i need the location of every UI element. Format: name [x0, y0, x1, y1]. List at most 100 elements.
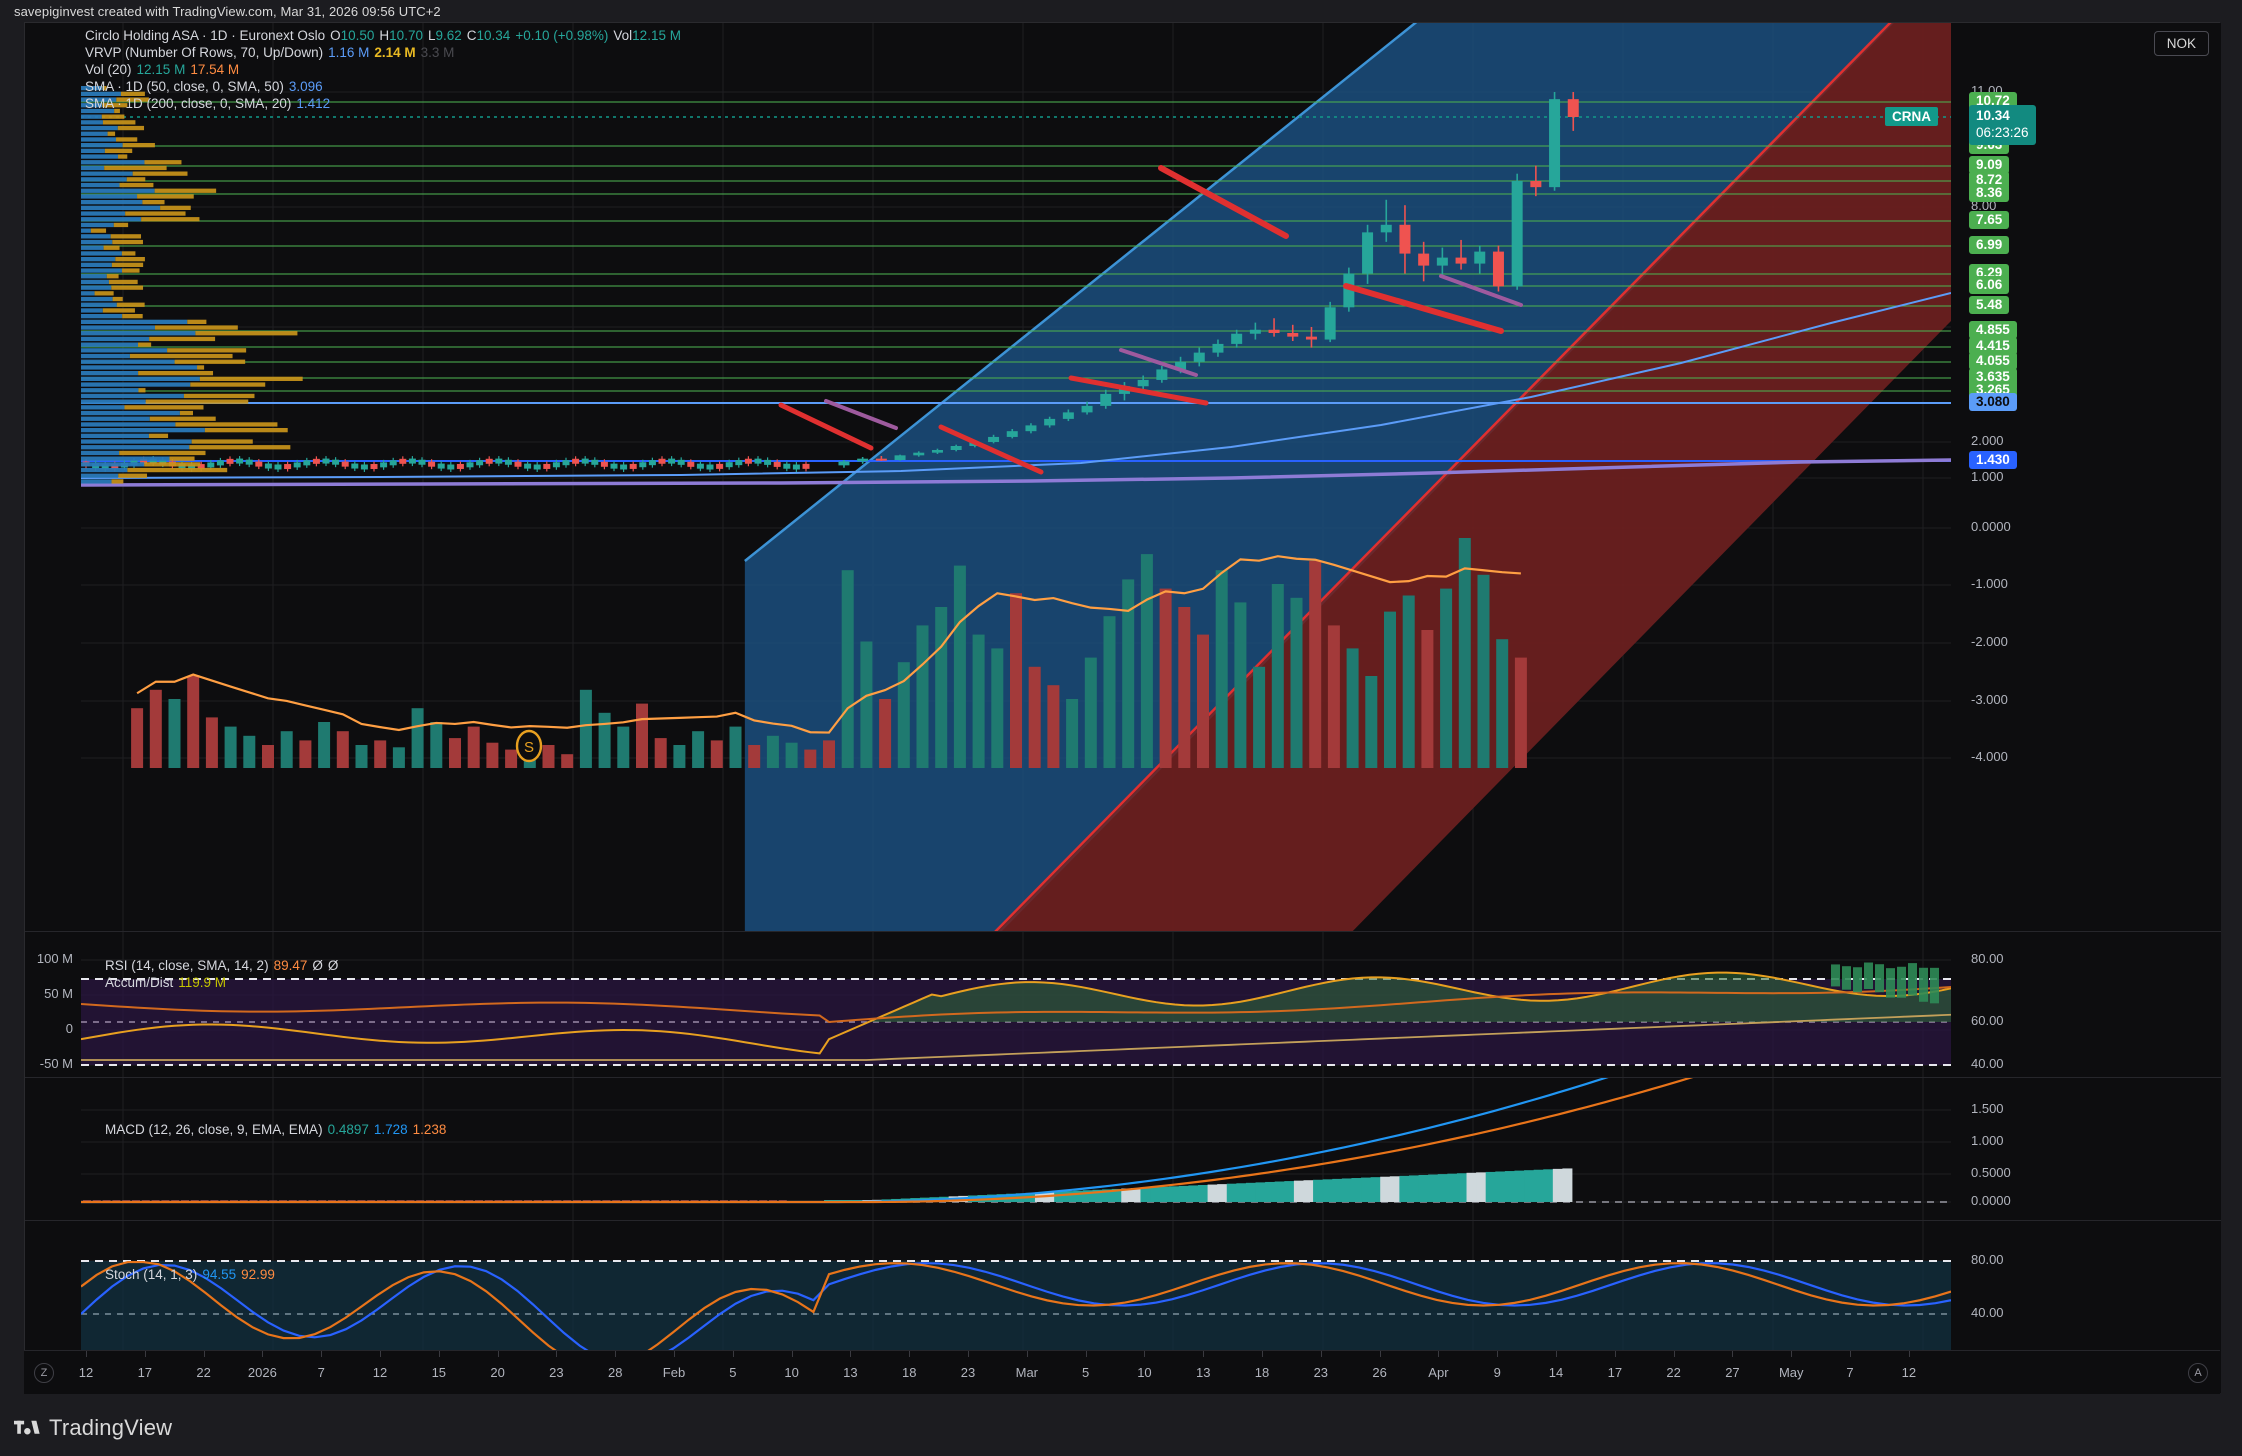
- last-price-value: 10.34: [1976, 107, 2029, 124]
- time-axis-tickmark: [262, 1351, 263, 1357]
- stoch-scale-tick: 40.00: [1971, 1305, 2004, 1320]
- macd-plot-area[interactable]: [81, 1078, 1951, 1220]
- time-axis-tick: 23: [549, 1365, 563, 1380]
- volume-bar: [1047, 685, 1059, 768]
- macd-svg: [81, 1078, 1951, 1220]
- macd-right-scale[interactable]: 1.500 1.000 0.5000 0.0000: [1951, 1078, 2221, 1220]
- volume-bar: [580, 690, 592, 768]
- volume-bar: [1066, 699, 1078, 768]
- time-axis-tick: Feb: [663, 1365, 685, 1380]
- accumdist-scale-tick: 100 M: [37, 951, 73, 966]
- volume-bar: [730, 727, 742, 768]
- candle: [951, 446, 962, 450]
- rsi-scale-tick: 80.00: [1971, 951, 2004, 966]
- macd-title[interactable]: MACD (12, 26, close, 9, EMA, EMA): [105, 1122, 323, 1137]
- candle: [1549, 99, 1560, 187]
- volume-bar: [543, 745, 555, 768]
- volume-bar: [225, 727, 237, 768]
- sma200-legend[interactable]: SMA · 1D (200, close, 0, SMA, 20) 1.412: [85, 96, 335, 112]
- rsi-accumdist-pane[interactable]: 100 M50 M0-50 M-100 M 80.0060.0040.00: [25, 932, 2221, 1077]
- time-axis-tickmark: [792, 1351, 793, 1357]
- macd-histogram-bar: [1284, 1181, 1294, 1202]
- macd-histogram-bar: [1361, 1178, 1371, 1202]
- time-axis-tick: May: [1779, 1365, 1804, 1380]
- vrvp-legend[interactable]: VRVP (Number Of Rows, 70, Up/Down) 1.16 M…: [85, 45, 459, 61]
- time-axis-tickmark: [909, 1351, 910, 1357]
- vol-title[interactable]: Vol (20): [85, 62, 132, 77]
- candle: [1418, 254, 1429, 266]
- macd-pane[interactable]: 1.500 1.000 0.5000 0.0000: [25, 1078, 2221, 1220]
- vol-legend[interactable]: Vol (20) 12.15 M 17.54 M: [85, 62, 244, 78]
- symbol-title[interactable]: Circlo Holding ASA · 1D · Euronext Oslo: [85, 28, 325, 43]
- rsi-plot-area[interactable]: [81, 932, 1951, 1077]
- volume-label: Vol: [613, 28, 632, 43]
- accumdist-legend[interactable]: Accum/Dist 119.9 M: [105, 975, 231, 991]
- symbol-ticker-tag[interactable]: CRNA: [1885, 107, 1938, 126]
- accumdist-scale-tick: 0: [66, 1021, 73, 1036]
- last-price-label[interactable]: 10.34 06:23:26: [1969, 105, 2036, 145]
- rsi-title[interactable]: RSI (14, close, SMA, 14, 2): [105, 958, 269, 973]
- volume-bar: [430, 722, 442, 768]
- volume-value: 12.15 M: [632, 28, 681, 43]
- macd-scale-tick: 0.0000: [1971, 1193, 2011, 1208]
- candle: [1044, 419, 1055, 426]
- time-axis-tick: 20: [490, 1365, 504, 1380]
- symbol-legend[interactable]: Circlo Holding ASA · 1D · Euronext Oslo O…: [85, 28, 686, 44]
- rsi-legend[interactable]: RSI (14, close, SMA, 14, 2) 89.47 Ø Ø: [105, 958, 343, 974]
- macd-scale-tick: 1.500: [1971, 1101, 2004, 1116]
- volume-bar: [393, 747, 405, 768]
- time-axis-tickmark: [615, 1351, 616, 1357]
- candle: [1025, 425, 1036, 431]
- volume-bar: [991, 648, 1003, 768]
- price-scale[interactable]: NOK 11.008.005.0002.0001.00010.729.639.0…: [1951, 23, 2221, 931]
- volume-bar: [599, 713, 611, 768]
- accumdist-title[interactable]: Accum/Dist: [105, 975, 173, 990]
- macd-histogram-bar: [1236, 1183, 1246, 1202]
- candle: [1362, 232, 1373, 273]
- candle: [1250, 330, 1261, 334]
- watermark-text: savepiginvest created with TradingView.c…: [14, 4, 441, 19]
- price-level-label-green[interactable]: 8.36: [1969, 184, 2009, 202]
- price-level-label-green[interactable]: 5.48: [1969, 296, 2009, 314]
- rsi-right-scale[interactable]: 80.00 60.00 40.00: [1951, 932, 2221, 1077]
- volume-bar: [973, 635, 985, 768]
- time-axis[interactable]: Z A 12 17 22 2026 7 12 15 20 23 28 Feb 5 10 13 18 23 Mar…: [24, 1350, 2220, 1394]
- time-axis-tickmark: [1732, 1351, 1733, 1357]
- sma50-title[interactable]: SMA · 1D (50, close, 0, SMA, 50): [85, 79, 284, 94]
- sma200-title[interactable]: SMA · 1D (200, close, 0, SMA, 20): [85, 96, 291, 111]
- time-axis-tick: 7: [318, 1365, 325, 1380]
- candle: [1138, 380, 1149, 386]
- price-level-label-green[interactable]: 7.65: [1969, 211, 2009, 229]
- volume-bar: [412, 708, 424, 768]
- currency-button[interactable]: NOK: [2154, 31, 2209, 56]
- volume-bar: [318, 722, 330, 768]
- auto-scale-button[interactable]: A: [2188, 1363, 2208, 1383]
- timezone-button[interactable]: Z: [34, 1363, 54, 1383]
- stoch-title[interactable]: Stoch (14, 1, 3): [105, 1267, 197, 1282]
- price-level-label-blue[interactable]: 3.080: [1969, 393, 2017, 411]
- time-axis-tick: 13: [1196, 1365, 1210, 1380]
- price-pane[interactable]: S NOK 11.008.005.0002.0001.00010.729.639…: [25, 23, 2221, 931]
- stoch-legend[interactable]: Stoch (14, 1, 3) 94.55 92.99: [105, 1267, 280, 1283]
- candle: [1325, 307, 1336, 339]
- macd-histogram-bar: [1188, 1185, 1198, 1202]
- candle: [988, 437, 999, 442]
- rsi-extra-1: Ø: [312, 958, 323, 973]
- stoch-value-1: 94.55: [202, 1267, 236, 1282]
- price-level-label-green[interactable]: 6.99: [1969, 236, 2009, 254]
- price-level-label-blue[interactable]: 1.430: [1969, 451, 2017, 469]
- volume-bar: [337, 731, 349, 768]
- macd-histogram-bar: [1064, 1191, 1074, 1202]
- sma50-legend[interactable]: SMA · 1D (50, close, 0, SMA, 50) 3.096: [85, 79, 328, 95]
- time-axis-tickmark: [1321, 1351, 1322, 1357]
- volume-bar: [860, 642, 872, 769]
- candle: [1007, 431, 1018, 437]
- vrvp-title[interactable]: VRVP (Number Of Rows, 70, Up/Down): [85, 45, 323, 60]
- rsi-left-scale[interactable]: 100 M50 M0-50 M-100 M: [25, 932, 81, 1077]
- svg-text:S: S: [524, 739, 534, 756]
- price-level-label-green[interactable]: 6.06: [1969, 276, 2009, 294]
- price-plot-area[interactable]: S: [81, 23, 1951, 931]
- volume-scale-tick: -2.000: [1971, 634, 2008, 649]
- volume-bar: [1403, 596, 1415, 769]
- macd-legend[interactable]: MACD (12, 26, close, 9, EMA, EMA) 0.4897 1…: [105, 1122, 451, 1138]
